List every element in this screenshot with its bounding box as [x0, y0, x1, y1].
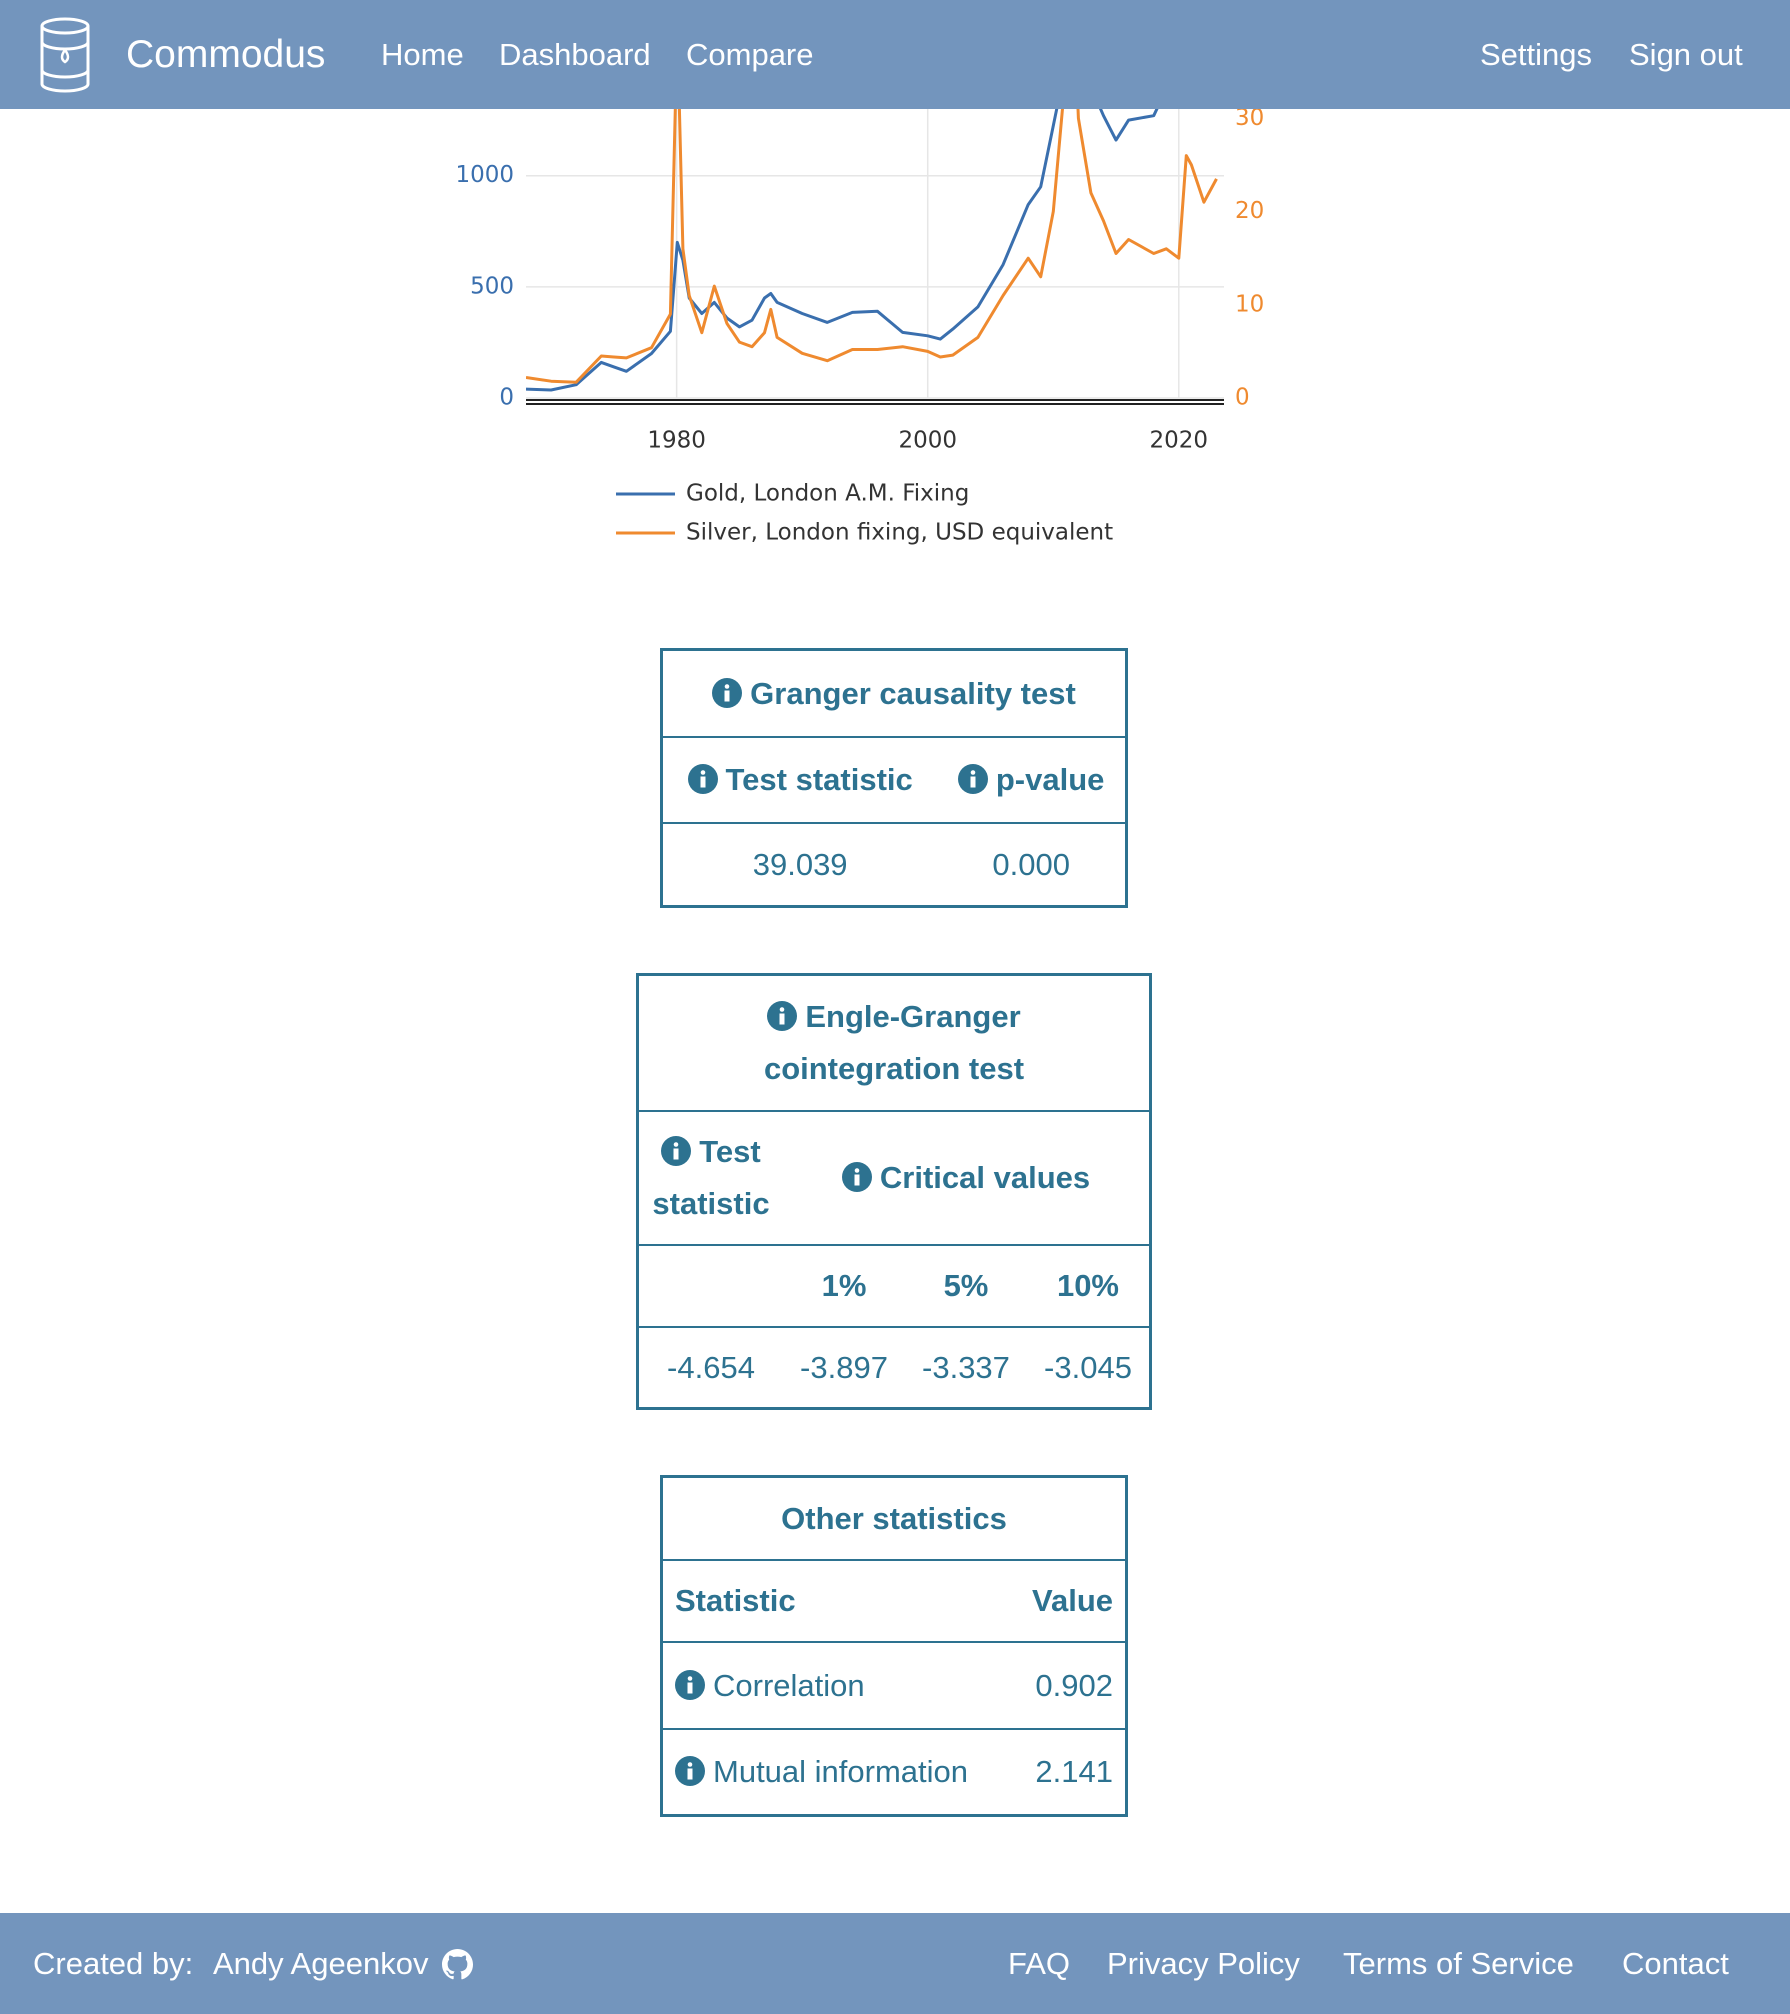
header-text: Test statistic [652, 1134, 770, 1221]
header-text: Test statistic [725, 762, 913, 797]
header-cell: Statistic [663, 1559, 1011, 1642]
y-tick-label: 500 [470, 273, 514, 299]
info-icon[interactable] [712, 677, 743, 708]
footer-link[interactable]: FAQ [1008, 1945, 1071, 1981]
series-line [526, 109, 1218, 384]
y-tick-label: 1000 [455, 162, 514, 188]
stat-cell: Mutual information [663, 1728, 1011, 1814]
value-cell: -4.654 [639, 1326, 783, 1407]
info-icon[interactable] [767, 1001, 798, 1031]
table-title: Engle-Granger cointegration test [639, 976, 1149, 1111]
header-text: Critical values [879, 1160, 1091, 1195]
footer-link[interactable]: Privacy Policy [1107, 1945, 1300, 1981]
info-icon[interactable] [661, 1136, 692, 1166]
info-icon[interactable] [687, 764, 718, 794]
legend-label: Silver, London fixing, USD equivalent [686, 520, 1113, 546]
navbar: Commodus Home Dashboard Compare Settings… [0, 0, 1790, 109]
header-cell: Critical values [783, 1110, 1149, 1245]
x-tick-label: 2020 [1150, 428, 1209, 454]
title-text: Engle-Granger cointegration test [763, 999, 1025, 1086]
github-icon[interactable] [442, 1949, 473, 1980]
nav-link[interactable]: Settings [1480, 36, 1593, 72]
other-table: Other statistics Statistic Value Correlat… [660, 1475, 1128, 1817]
stat-name: Correlation [713, 1667, 865, 1703]
empty-cell [639, 1244, 783, 1327]
header-cell: p-value [937, 736, 1125, 823]
level-cell: 10% [1026, 1244, 1149, 1327]
created-label: Created by: [33, 1945, 194, 1981]
value-cell: -3.337 [904, 1326, 1027, 1407]
title-text: Granger causality test [750, 675, 1076, 711]
legend-label: Gold, London A.M. Fixing [686, 481, 969, 507]
table-title: Other statistics [781, 1500, 1007, 1536]
granger-table: Granger causality test Test statistic p-… [660, 648, 1128, 908]
header-text: p-value [995, 762, 1105, 797]
stat-name: Mutual information [713, 1754, 969, 1789]
engle-table: Engle-Granger cointegration test Test st… [636, 973, 1152, 1410]
y2-tick-label: 20 [1235, 198, 1264, 224]
info-icon[interactable] [675, 1756, 705, 1786]
nav-link[interactable]: Dashboard [499, 36, 651, 72]
nav-link[interactable]: Sign out [1629, 36, 1743, 72]
series-line [526, 109, 1159, 392]
nav-link[interactable]: Home [381, 36, 464, 72]
author-link[interactable]: Andy Ageenkov [213, 1945, 429, 1981]
value-cell: -3.897 [783, 1326, 905, 1407]
y2-tick-label: 0 [1235, 385, 1250, 411]
value-cell: 2.141 [1010, 1728, 1125, 1814]
footer-link[interactable]: Terms of Service [1343, 1945, 1574, 1981]
plot-area [526, 109, 1218, 392]
chart: 1980 2000 2020 0 500 1000 0 10 20 30 Gold, London … [455, 105, 1264, 546]
nav-link[interactable]: Compare [686, 36, 814, 72]
y2-tick-label: 10 [1235, 291, 1264, 317]
header-cell: Test statistic [663, 736, 938, 823]
info-icon[interactable] [957, 764, 988, 794]
x-tick-label: 1980 [647, 428, 706, 454]
stat-cell: Correlation [663, 1641, 1011, 1729]
value-cell: 0.902 [1010, 1641, 1125, 1729]
y2-tick-label: 30 [1235, 105, 1264, 131]
info-icon[interactable] [675, 1669, 705, 1700]
level-cell: 1% [783, 1244, 905, 1327]
brand[interactable]: Commodus [126, 32, 326, 76]
footer: Created by: Andy Ageenkov FAQ Privacy Po… [0, 1913, 1790, 2014]
value-cell: -3.045 [1026, 1326, 1149, 1407]
value-cell: 0.000 [937, 822, 1125, 905]
table-title: Granger causality test [663, 651, 1125, 737]
x-tick-label: 2000 [898, 428, 957, 454]
header-cell: Test statistic [639, 1110, 783, 1245]
footer-link[interactable]: Contact [1622, 1945, 1729, 1981]
value-cell: 39.039 [663, 822, 938, 905]
level-cell: 5% [904, 1244, 1027, 1327]
y-tick-label: 0 [499, 385, 514, 411]
logo-icon[interactable] [38, 16, 92, 94]
info-icon[interactable] [841, 1162, 872, 1192]
header-cell: Value [1010, 1559, 1125, 1642]
